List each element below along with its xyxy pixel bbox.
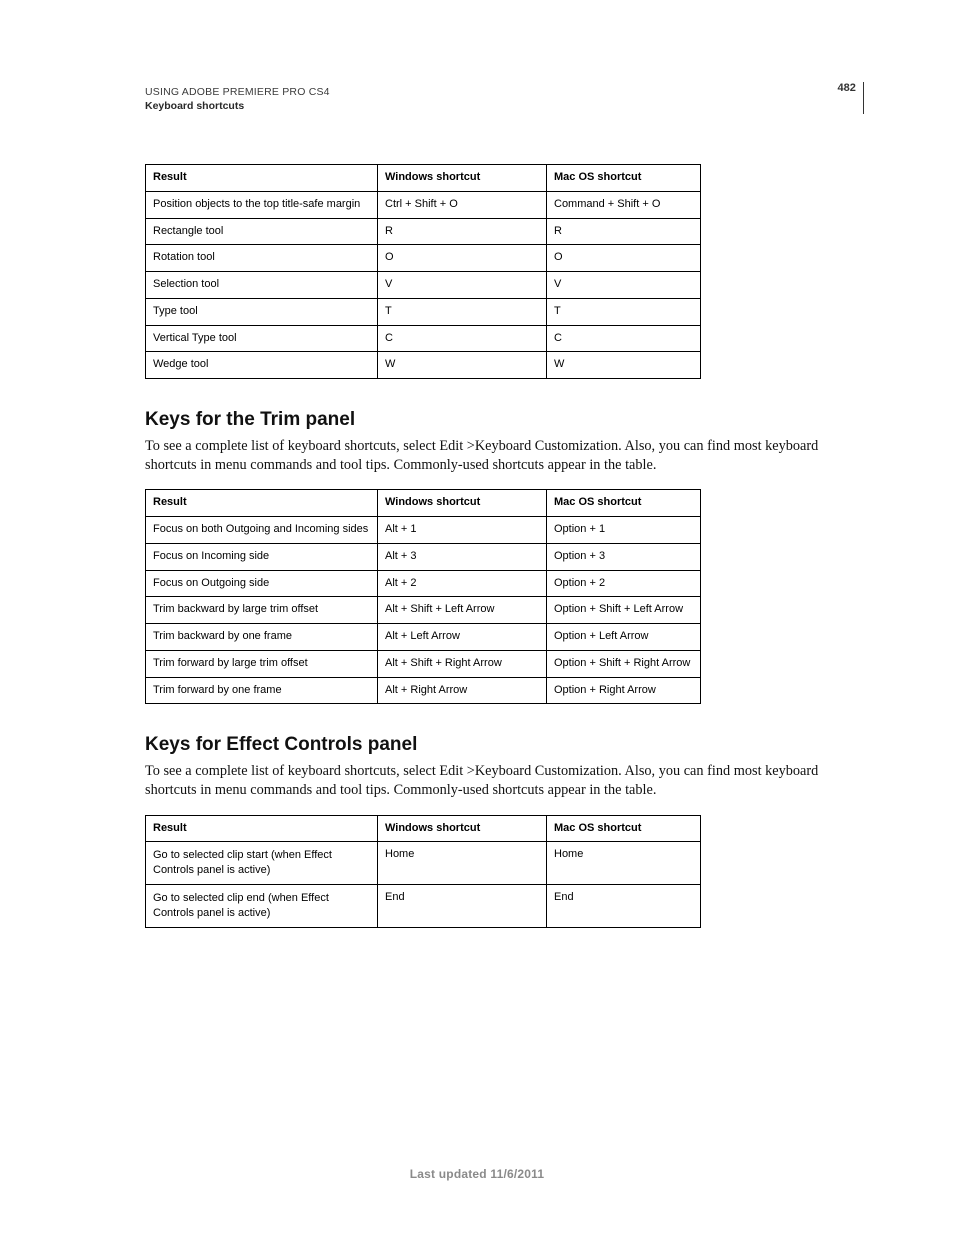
cell-win: Alt + 1 [378,517,547,544]
cell-result: Position objects to the top title-safe m… [146,191,378,218]
cell-win: R [378,218,547,245]
cell-mac: C [547,325,701,352]
cell-win: End [378,885,547,928]
cell-win: C [378,325,547,352]
table-row: Type tool T T [146,298,701,325]
cell-result: Wedge tool [146,352,378,379]
cell-result: Rectangle tool [146,218,378,245]
cell-result: Focus on Incoming side [146,543,378,570]
footer-last-updated: Last updated 11/6/2011 [0,1167,954,1181]
shortcuts-table-trim: Result Windows shortcut Mac OS shortcut … [145,489,701,704]
cell-mac: Command + Shift + O [547,191,701,218]
cell-result: Rotation tool [146,245,378,272]
table-row: Focus on Outgoing side Alt + 2 Option + … [146,570,701,597]
cell-mac: Option + Shift + Left Arrow [547,597,701,624]
intro-trim: To see a complete list of keyboard short… [145,437,864,475]
table-row: Rectangle tool R R [146,218,701,245]
shortcuts-table-titler: Result Windows shortcut Mac OS shortcut … [145,164,701,379]
cell-result: Trim backward by one frame [146,624,378,651]
cell-mac: T [547,298,701,325]
cell-win: W [378,352,547,379]
col-header-mac: Mac OS shortcut [547,815,701,842]
col-header-windows: Windows shortcut [378,490,547,517]
cell-result: Trim backward by large trim offset [146,597,378,624]
col-header-mac: Mac OS shortcut [547,165,701,192]
page: USING ADOBE PREMIERE PRO CS4 Keyboard sh… [0,0,954,1235]
cell-result: Go to selected clip start (when Effect C… [146,842,378,885]
col-header-mac: Mac OS shortcut [547,490,701,517]
cell-mac: Option + Left Arrow [547,624,701,651]
table-row: Trim backward by large trim offset Alt +… [146,597,701,624]
col-header-result: Result [146,490,378,517]
cell-win: Alt + 3 [378,543,547,570]
cell-win: V [378,272,547,299]
page-number-rule [863,82,864,114]
cell-mac: Option + Right Arrow [547,677,701,704]
table-row: Wedge tool W W [146,352,701,379]
cell-mac: O [547,245,701,272]
cell-win: Alt + Shift + Right Arrow [378,650,547,677]
cell-result: Vertical Type tool [146,325,378,352]
cell-mac: Option + Shift + Right Arrow [547,650,701,677]
table-row: Vertical Type tool C C [146,325,701,352]
table-row: Trim backward by one frame Alt + Left Ar… [146,624,701,651]
cell-win: Alt + Left Arrow [378,624,547,651]
cell-result: Selection tool [146,272,378,299]
table-row: Go to selected clip start (when Effect C… [146,842,701,885]
table-row: Position objects to the top title-safe m… [146,191,701,218]
cell-win: Ctrl + Shift + O [378,191,547,218]
cell-mac: V [547,272,701,299]
table-row: Go to selected clip end (when Effect Con… [146,885,701,928]
cell-result: Trim forward by large trim offset [146,650,378,677]
cell-win: Alt + Right Arrow [378,677,547,704]
cell-win: Home [378,842,547,885]
table-header-row: Result Windows shortcut Mac OS shortcut [146,165,701,192]
cell-mac: R [547,218,701,245]
table-header-row: Result Windows shortcut Mac OS shortcut [146,490,701,517]
page-number-wrap: 482 [837,82,864,114]
cell-result: Focus on both Outgoing and Incoming side… [146,517,378,544]
cell-win: Alt + Shift + Left Arrow [378,597,547,624]
cell-mac: Home [547,842,701,885]
heading-effect-controls: Keys for Effect Controls panel [145,734,864,756]
intro-effect-controls: To see a complete list of keyboard short… [145,762,864,800]
page-number: 482 [837,82,862,94]
cell-mac: End [547,885,701,928]
table-row: Focus on both Outgoing and Incoming side… [146,517,701,544]
running-head: USING ADOBE PREMIERE PRO CS4 [145,86,330,98]
cell-mac: W [547,352,701,379]
shortcuts-table-effect-controls: Result Windows shortcut Mac OS shortcut … [145,815,701,928]
col-header-result: Result [146,165,378,192]
cell-result: Focus on Outgoing side [146,570,378,597]
table-header-row: Result Windows shortcut Mac OS shortcut [146,815,701,842]
heading-trim: Keys for the Trim panel [145,409,864,431]
cell-win: O [378,245,547,272]
cell-win: Alt + 2 [378,570,547,597]
table-row: Rotation tool O O [146,245,701,272]
cell-result: Type tool [146,298,378,325]
cell-mac: Option + 1 [547,517,701,544]
table-row: Selection tool V V [146,272,701,299]
col-header-windows: Windows shortcut [378,815,547,842]
col-header-windows: Windows shortcut [378,165,547,192]
table-row: Trim forward by large trim offset Alt + … [146,650,701,677]
table-row: Trim forward by one frame Alt + Right Ar… [146,677,701,704]
content: Result Windows shortcut Mac OS shortcut … [145,86,864,928]
cell-mac: Option + 3 [547,543,701,570]
cell-mac: Option + 2 [547,570,701,597]
col-header-result: Result [146,815,378,842]
cell-win: T [378,298,547,325]
cell-result: Go to selected clip end (when Effect Con… [146,885,378,928]
table-row: Focus on Incoming side Alt + 3 Option + … [146,543,701,570]
running-sub: Keyboard shortcuts [145,100,244,112]
cell-result: Trim forward by one frame [146,677,378,704]
